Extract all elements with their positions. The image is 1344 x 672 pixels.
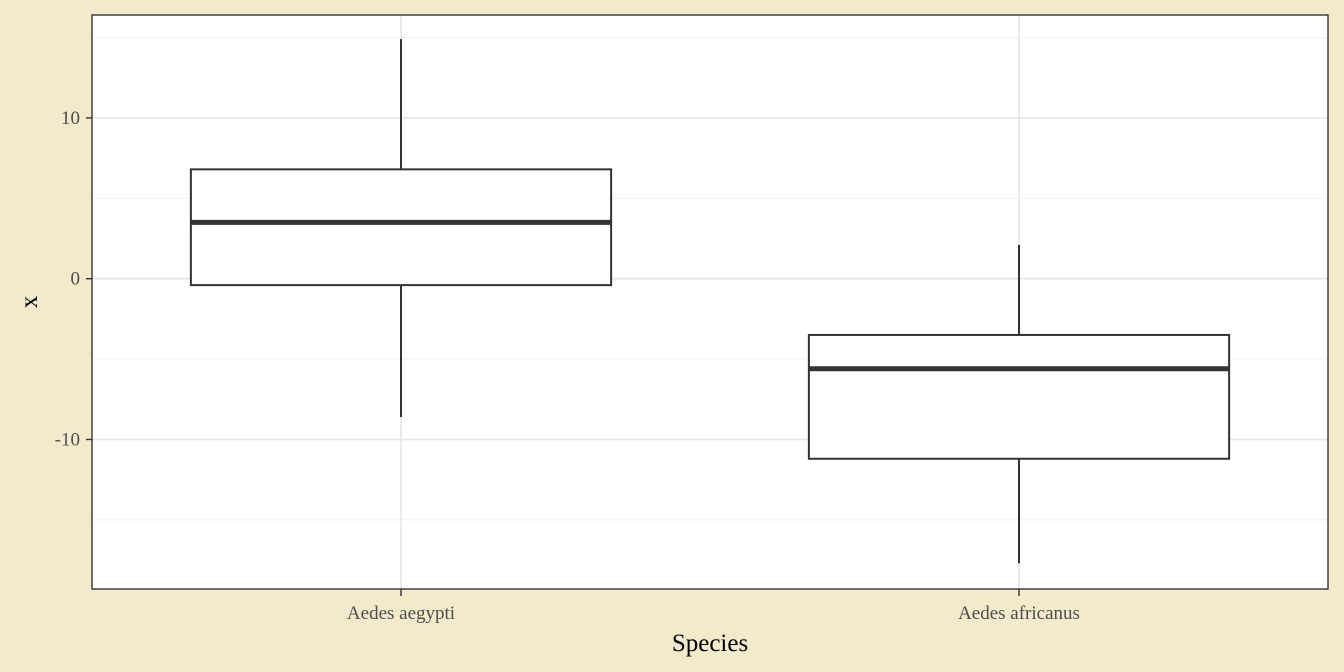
box-iqr <box>189 168 613 287</box>
box-1 <box>807 244 1231 564</box>
plot-panel-border <box>91 14 1329 590</box>
x-axis-title: Species <box>672 630 748 657</box>
x-axis: Aedes aegypti Aedes africanus <box>347 589 1080 624</box>
plot-panel <box>92 15 1328 589</box>
y-tick-label: 10 <box>61 108 80 129</box>
x-tick-label: Aedes aegypti <box>347 603 455 624</box>
box-0 <box>189 39 613 417</box>
y-axis-title: x <box>16 295 43 308</box>
box-iqr <box>807 333 1231 460</box>
y-tick-label: 0 <box>71 269 81 290</box>
y-axis: -10 0 10 <box>55 108 92 450</box>
box-series <box>189 39 1231 564</box>
y-tick-label: -10 <box>55 429 80 450</box>
x-tick-label: Aedes africanus <box>958 603 1080 624</box>
